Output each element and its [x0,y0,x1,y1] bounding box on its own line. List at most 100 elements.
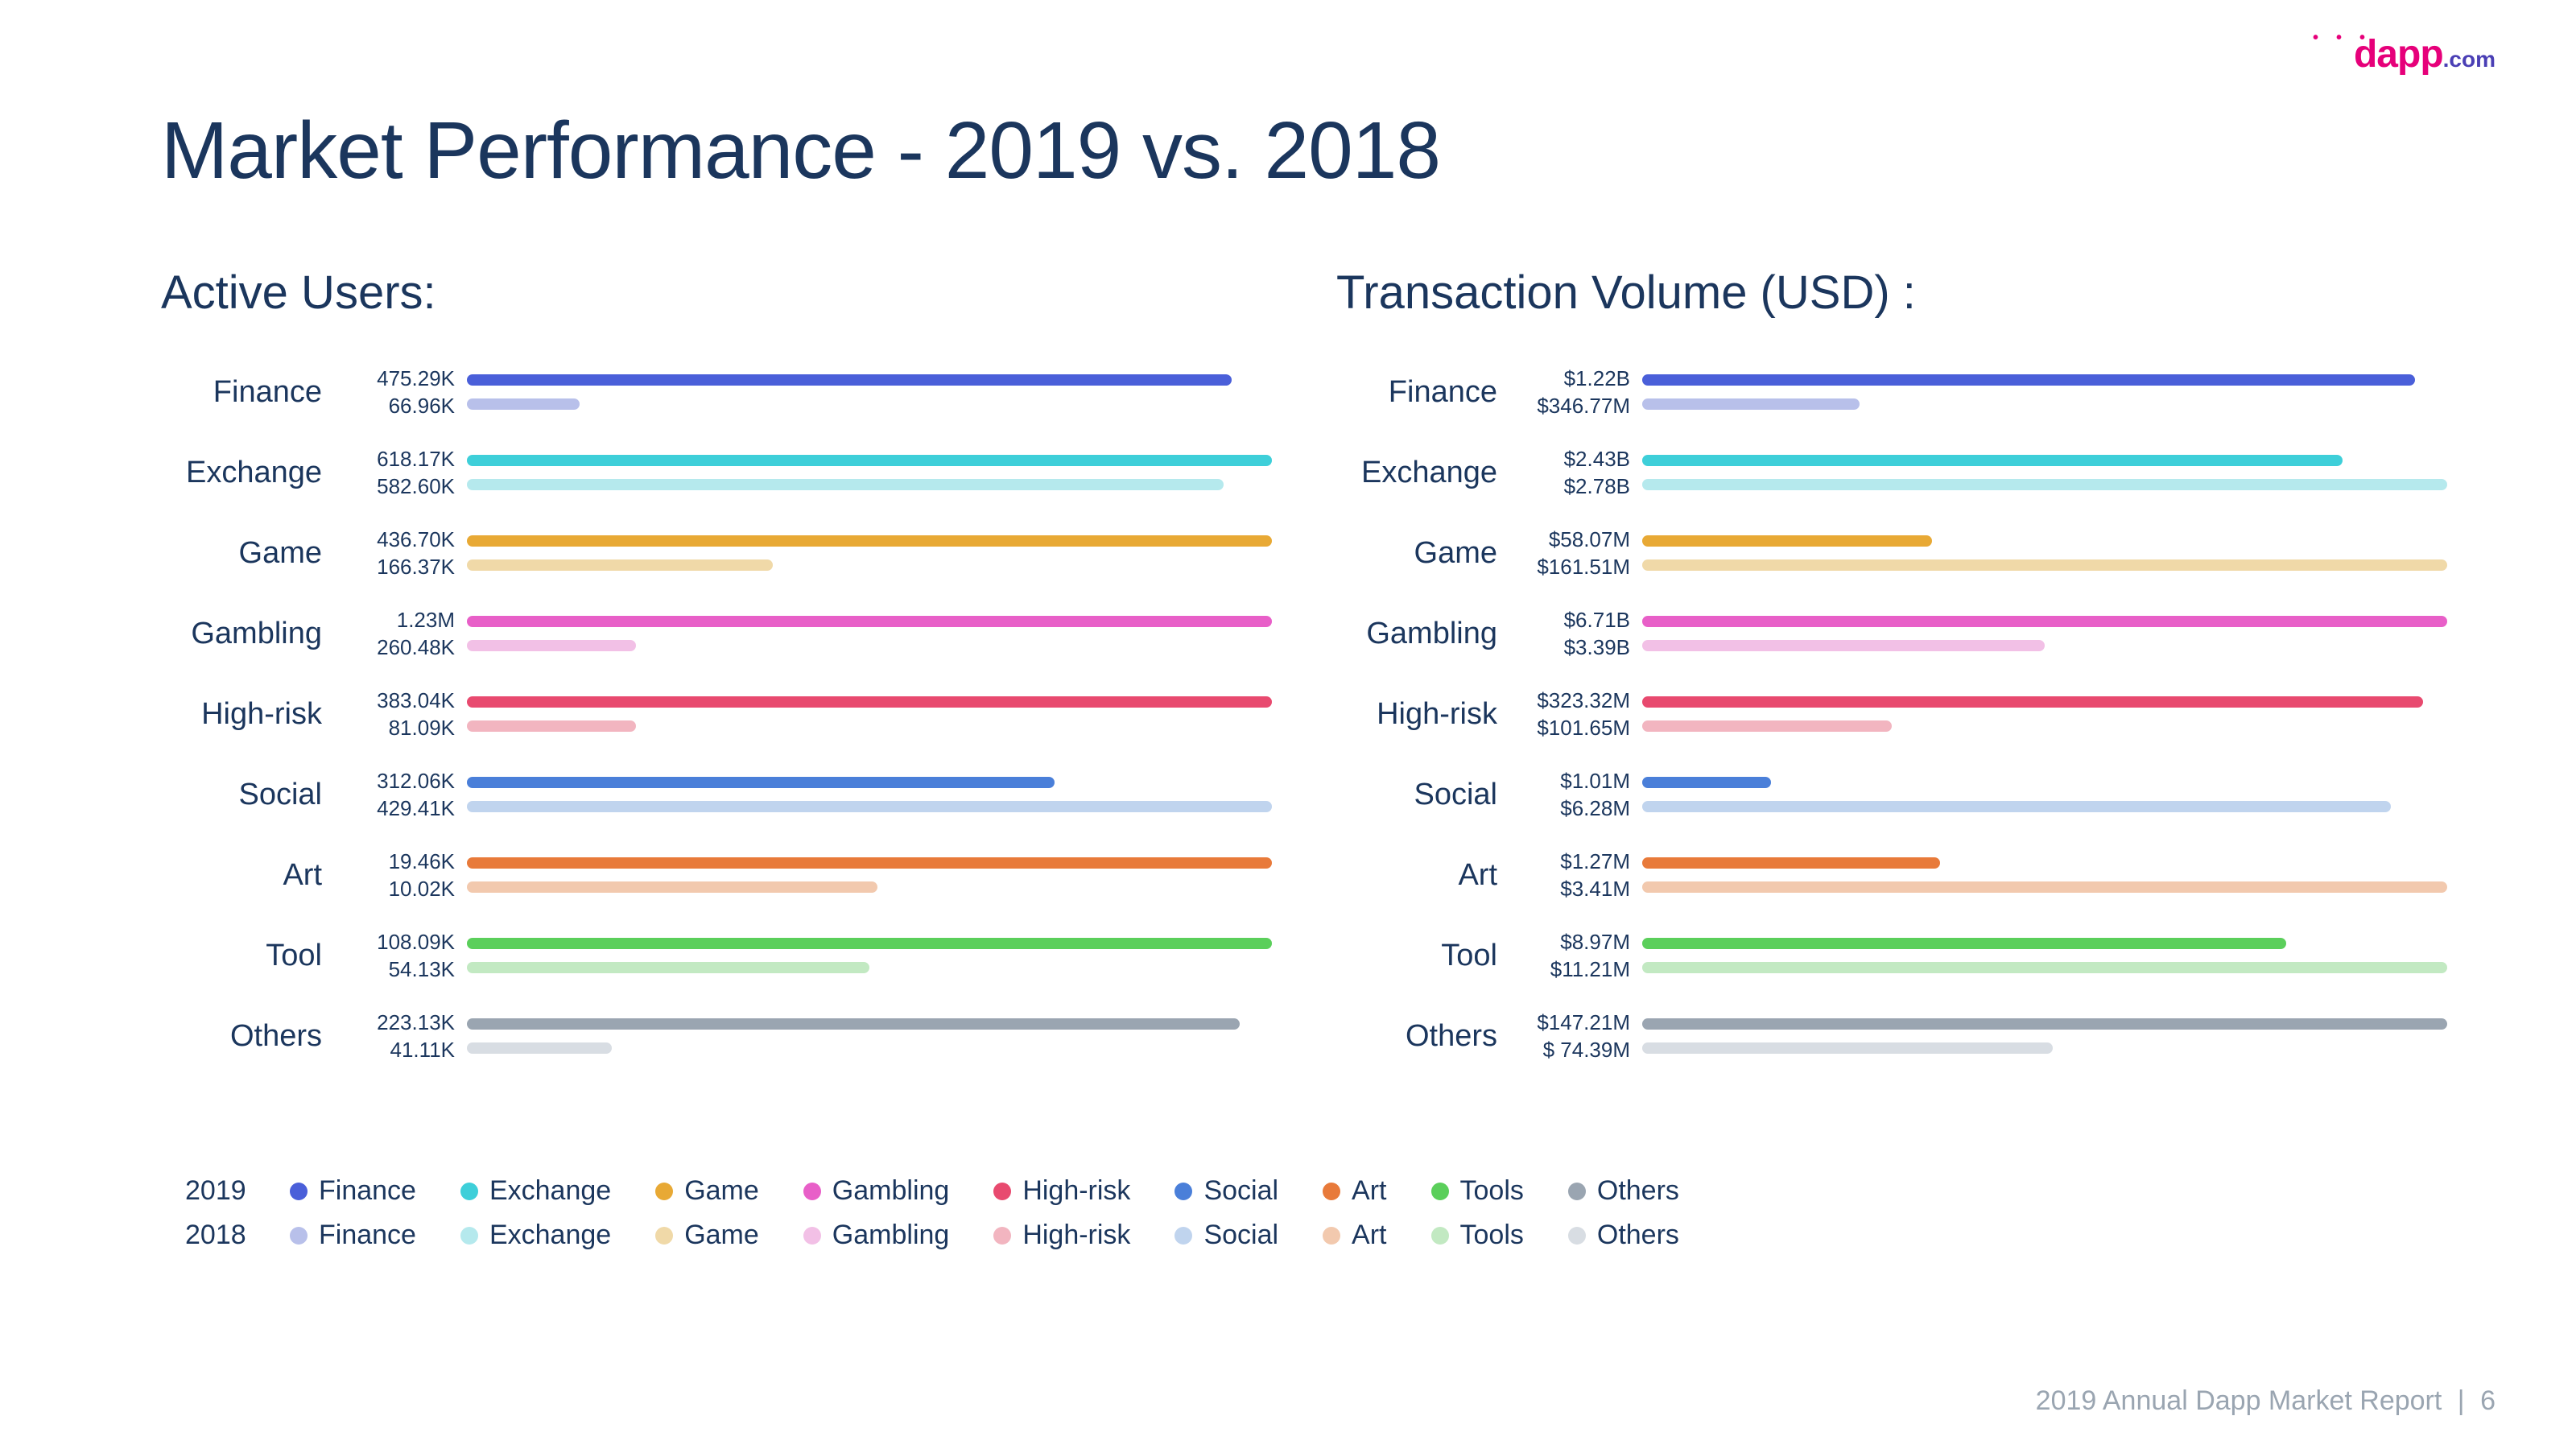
chart-row: Art19.46K10.02K [161,835,1272,915]
chart-row: Exchange$2.43B$2.78B [1336,432,2447,513]
category-label: Social [1336,778,1505,812]
bars [467,535,1272,571]
value-2018: $ 74.39M [1543,1036,1630,1063]
value-labels: $1.27M$3.41M [1505,848,1642,902]
bars [1642,374,2447,410]
legend-label: Finance [319,1175,416,1207]
value-2019: 475.29K [377,365,455,392]
legend-dot-icon [290,1183,308,1200]
value-2019: 618.17K [377,445,455,473]
bar-2019 [467,1018,1240,1030]
category-label: Others [1336,1019,1505,1054]
legend-dot-icon [655,1227,673,1245]
chart-row: Game436.70K166.37K [161,513,1272,593]
bars [467,455,1272,490]
chart-row: Tool108.09K54.13K [161,915,1272,996]
bars [467,777,1272,812]
legend-label: Art [1352,1220,1386,1251]
bars [1642,938,2447,973]
bar-2018 [467,398,580,410]
value-2018: $101.65M [1537,714,1630,741]
value-labels: 108.09K54.13K [330,928,467,983]
bar-2018 [467,1042,612,1054]
footer-page: 6 [2480,1385,2496,1416]
legend-item: Game [655,1175,759,1207]
chart-row: Others223.13K41.11K [161,996,1272,1076]
value-2019: $58.07M [1549,526,1630,553]
value-2018: 582.60K [377,473,455,500]
bar-2019 [467,374,1232,386]
value-2019: $2.43B [1564,445,1630,473]
bars [467,1018,1272,1054]
value-labels: $1.22B$346.77M [1505,365,1642,419]
chart-row: Game$58.07M$161.51M [1336,513,2447,593]
bars [1642,777,2447,812]
legend-label: Social [1203,1175,1278,1207]
bar-2019 [467,857,1272,869]
value-2018: $2.78B [1564,473,1630,500]
chart-row: Social312.06K429.41K [161,754,1272,835]
legend-label: Tools [1460,1220,1524,1251]
value-labels: $2.43B$2.78B [1505,445,1642,500]
category-label: Art [161,858,330,893]
legend-dot-icon [290,1227,308,1245]
bar-2019 [467,616,1272,627]
value-labels: 383.04K81.09K [330,687,467,741]
legend-item: High-risk [993,1220,1130,1251]
bars [1642,696,2447,732]
chart-row: Finance475.29K66.96K [161,352,1272,432]
category-label: Gambling [161,617,330,651]
category-label: Tool [161,939,330,973]
footer: 2019 Annual Dapp Market Report | 6 [2036,1385,2496,1417]
bars [1642,455,2447,490]
value-2018: 260.48K [377,634,455,661]
value-labels: 618.17K582.60K [330,445,467,500]
value-labels: $8.97M$11.21M [1505,928,1642,983]
legend-item: Exchange [460,1175,611,1207]
chart-row: Exchange618.17K582.60K [161,432,1272,513]
logo-brand: dapp [2284,33,2443,76]
chart-row: Tool$8.97M$11.21M [1336,915,2447,996]
category-label: High-risk [161,697,330,732]
value-2019: $1.01M [1560,767,1630,795]
value-labels: 1.23M260.48K [330,606,467,661]
chart-row: Art$1.27M$3.41M [1336,835,2447,915]
value-2019: $147.21M [1537,1009,1630,1036]
value-labels: $147.21M$ 74.39M [1505,1009,1642,1063]
legend-label: Finance [319,1220,416,1251]
legend-dot-icon [993,1183,1011,1200]
value-labels: $1.01M$6.28M [1505,767,1642,822]
legend-dot-icon [1323,1183,1340,1200]
legend-year-2019: 2019 [185,1175,274,1207]
bars [1642,857,2447,893]
bars [467,696,1272,732]
value-labels: $58.07M$161.51M [1505,526,1642,580]
category-label: High-risk [1336,697,1505,732]
bar-2019 [467,455,1272,466]
bar-2018 [1642,559,2447,571]
legend-dot-icon [1431,1227,1449,1245]
bars [1642,1018,2447,1054]
legend-item: Art [1323,1220,1386,1251]
bar-2018 [467,881,877,893]
category-label: Finance [161,375,330,410]
value-labels: 475.29K66.96K [330,365,467,419]
legend-label: Gambling [832,1220,950,1251]
legend-item: Game [655,1220,759,1251]
bars [467,857,1272,893]
value-labels: $6.71B$3.39B [1505,606,1642,661]
value-2019: 19.46K [389,848,455,875]
footer-text: 2019 Annual Dapp Market Report [2036,1385,2442,1416]
legend-label: Social [1203,1220,1278,1251]
bar-2018 [1642,801,2391,812]
value-2019: 312.06K [377,767,455,795]
legend: 2019 Finance Exchange Game Gambling High-ris… [185,1175,2447,1264]
category-label: Art [1336,858,1505,893]
value-2018: $3.39B [1564,634,1630,661]
chart-row: Gambling$6.71B$3.39B [1336,593,2447,674]
charts-container: Active Users: Finance475.29K66.96KExchan… [161,266,2447,1076]
bar-2018 [467,962,869,973]
value-2018: $161.51M [1537,553,1630,580]
bars [467,938,1272,973]
legend-item: Others [1568,1220,1679,1251]
